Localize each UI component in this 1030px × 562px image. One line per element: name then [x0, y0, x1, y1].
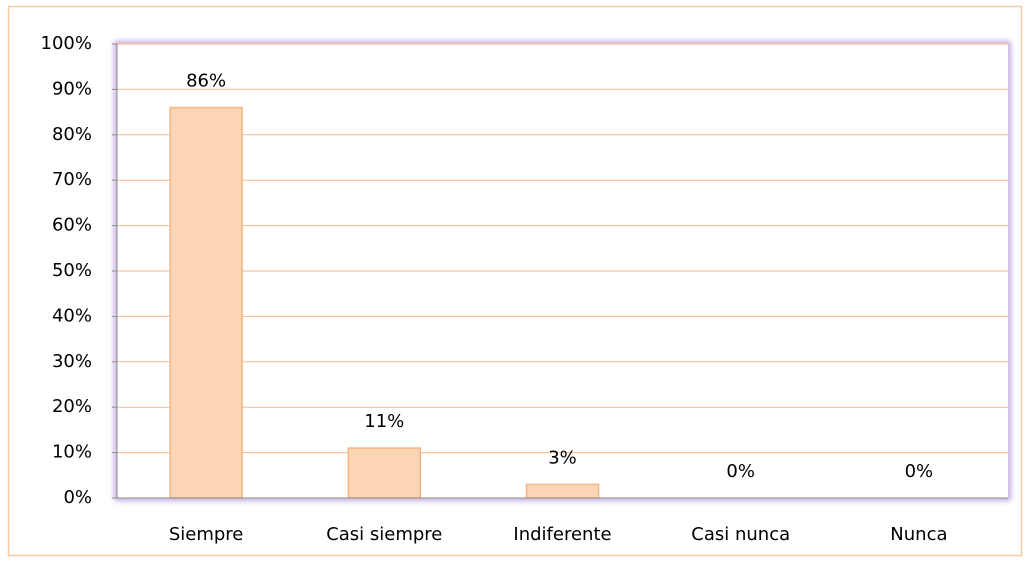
bar	[169, 106, 243, 499]
y-tick-label: 80%	[52, 124, 92, 145]
x-tick-label: Nunca	[890, 524, 947, 545]
data-label: 11%	[364, 411, 404, 432]
data-label: 0%	[726, 461, 755, 482]
bar	[525, 483, 600, 499]
x-tick-label: Indiferente	[513, 524, 611, 545]
y-tick-label: 20%	[52, 396, 92, 417]
y-tick-label: 30%	[52, 351, 92, 372]
data-label: 0%	[905, 461, 934, 482]
bar	[347, 447, 422, 499]
y-tick-label: 50%	[52, 260, 92, 281]
y-tick-label: 0%	[63, 487, 92, 508]
data-label: 86%	[186, 71, 226, 92]
y-tick-label: 60%	[52, 215, 92, 236]
y-tick-label: 70%	[52, 169, 92, 190]
y-tick-label: 10%	[52, 442, 92, 463]
y-tick-label: 40%	[52, 305, 92, 326]
data-label: 3%	[548, 447, 577, 468]
y-tick-label: 90%	[52, 78, 92, 99]
x-tick-label: Casi nunca	[691, 524, 790, 545]
x-tick-label: Casi siempre	[326, 524, 442, 545]
x-tick-label: Siempre	[169, 524, 244, 545]
y-tick-label: 100%	[41, 33, 92, 54]
